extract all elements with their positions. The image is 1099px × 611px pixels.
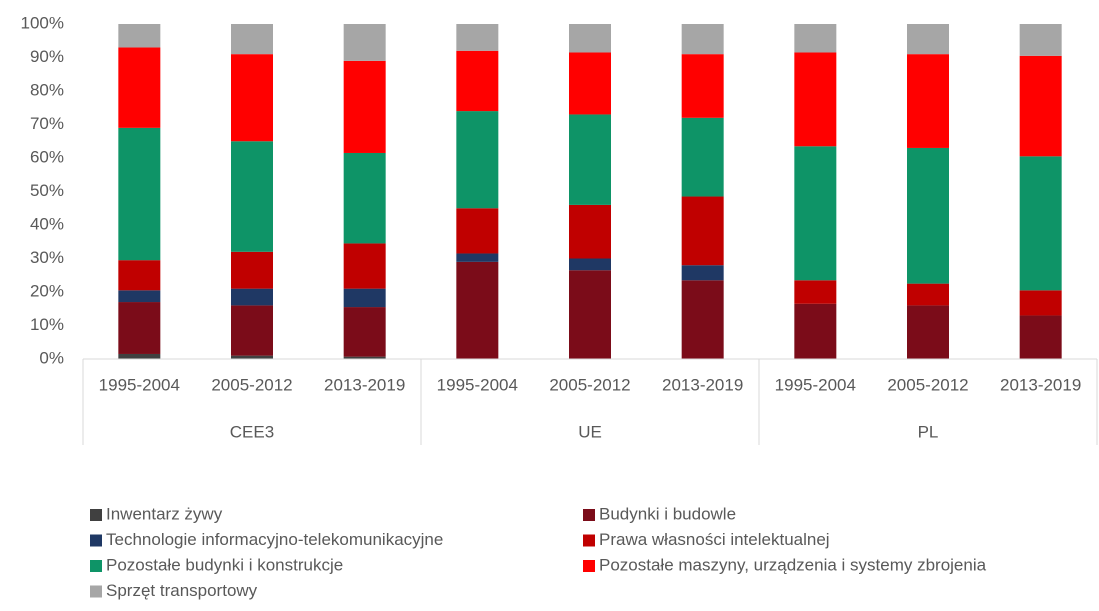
bar-segment	[569, 24, 611, 53]
legend-swatch	[90, 534, 102, 547]
legend-label: Inwentarz żywy	[106, 504, 223, 523]
bar-segment	[118, 302, 161, 354]
bar-segment	[118, 24, 161, 48]
bar-segment	[118, 260, 161, 291]
y-tick-label: 20%	[30, 281, 64, 300]
bar-segment	[456, 24, 499, 51]
bar-segment	[456, 253, 499, 262]
bar-segment	[1019, 55, 1062, 157]
y-tick-label: 40%	[30, 214, 64, 233]
bar-segment	[681, 117, 724, 197]
bar-segment	[681, 280, 724, 359]
bar-segment	[681, 265, 724, 281]
bar-segment	[231, 305, 273, 356]
bar-segment	[343, 60, 386, 153]
bar-segment	[681, 24, 724, 55]
bar-segment	[1019, 156, 1062, 291]
legend-label: Pozostałe budynki i konstrukcje	[106, 555, 343, 574]
bar-segment	[794, 52, 837, 147]
bar-segment	[681, 54, 724, 118]
x-tick-label: 1995-2004	[775, 375, 856, 394]
bar-segment	[231, 355, 273, 359]
bar-segment	[343, 307, 386, 357]
y-tick-label: 60%	[30, 147, 64, 166]
bar-segment	[794, 24, 837, 53]
bar-segment	[456, 111, 499, 209]
x-tick-label: 1995-2004	[99, 375, 180, 394]
legend-swatch	[90, 560, 102, 572]
legend-swatch	[583, 560, 595, 572]
legend-swatch	[90, 585, 102, 598]
x-tick-label: 2013-2019	[1000, 375, 1081, 394]
bar-segment	[231, 54, 273, 142]
bar-segment	[231, 24, 273, 55]
bar-segment	[907, 283, 949, 306]
bar-segment	[456, 50, 499, 112]
legend-label: Budynki i budowle	[599, 504, 736, 523]
legend-label: Technologie informacyjno-telekomunikacyj…	[106, 530, 443, 549]
bar-segment	[343, 288, 386, 308]
bar-segment	[907, 305, 949, 359]
bar-segment	[118, 353, 161, 359]
x-tick-label: 2013-2019	[662, 375, 743, 394]
x-tick-label: 2005-2012	[211, 375, 292, 394]
bar-segment	[456, 208, 499, 254]
bar-segment	[343, 243, 386, 289]
y-tick-label: 100%	[21, 13, 64, 32]
group-label: UE	[578, 422, 602, 441]
y-tick-label: 90%	[30, 47, 64, 66]
legend-swatch	[583, 534, 595, 547]
bar-segment	[1019, 290, 1062, 316]
x-tick-label: 2005-2012	[549, 375, 630, 394]
bar-segment	[569, 270, 611, 359]
bar-segment	[569, 204, 611, 259]
bar-segment	[907, 24, 949, 55]
bar-segment	[231, 251, 273, 289]
y-tick-label: 50%	[30, 181, 64, 200]
x-tick-label: 2013-2019	[324, 375, 405, 394]
bar-segment	[794, 146, 837, 281]
legend-swatch	[90, 509, 102, 521]
bar-segment	[794, 280, 837, 304]
legend-label: Pozostałe maszyny, urządzenia i systemy …	[599, 555, 987, 574]
bar-segment	[569, 52, 611, 115]
bar-segment	[1019, 24, 1062, 56]
bar-segment	[231, 141, 273, 252]
y-tick-label: 10%	[30, 315, 64, 334]
y-tick-label: 80%	[30, 80, 64, 99]
x-tick-label: 2005-2012	[887, 375, 968, 394]
bar-segment	[907, 54, 949, 148]
bar-segment	[343, 356, 386, 359]
bar-segment	[794, 303, 837, 359]
y-tick-label: 70%	[30, 114, 64, 133]
group-label: PL	[918, 422, 939, 441]
bar-segment	[343, 152, 386, 244]
bar-segment	[1019, 315, 1062, 359]
bar-segment	[569, 114, 611, 205]
bar-segment	[456, 261, 499, 359]
y-tick-label: 0%	[39, 348, 64, 367]
legend-label: Prawa własności intelektualnej	[599, 530, 830, 549]
legend-swatch	[583, 509, 595, 521]
bar-segment	[343, 24, 386, 61]
bar-segment	[681, 196, 724, 266]
bar-segment	[118, 47, 161, 128]
group-label: CEE3	[230, 422, 274, 441]
bar-segment	[118, 127, 161, 261]
bar-segment	[907, 147, 949, 284]
bar-segment	[569, 258, 611, 271]
bar-segment	[118, 290, 161, 303]
y-tick-label: 30%	[30, 248, 64, 267]
legend-label: Sprzęt transportowy	[106, 581, 258, 600]
bar-segment	[231, 288, 273, 306]
x-tick-label: 1995-2004	[437, 375, 518, 394]
